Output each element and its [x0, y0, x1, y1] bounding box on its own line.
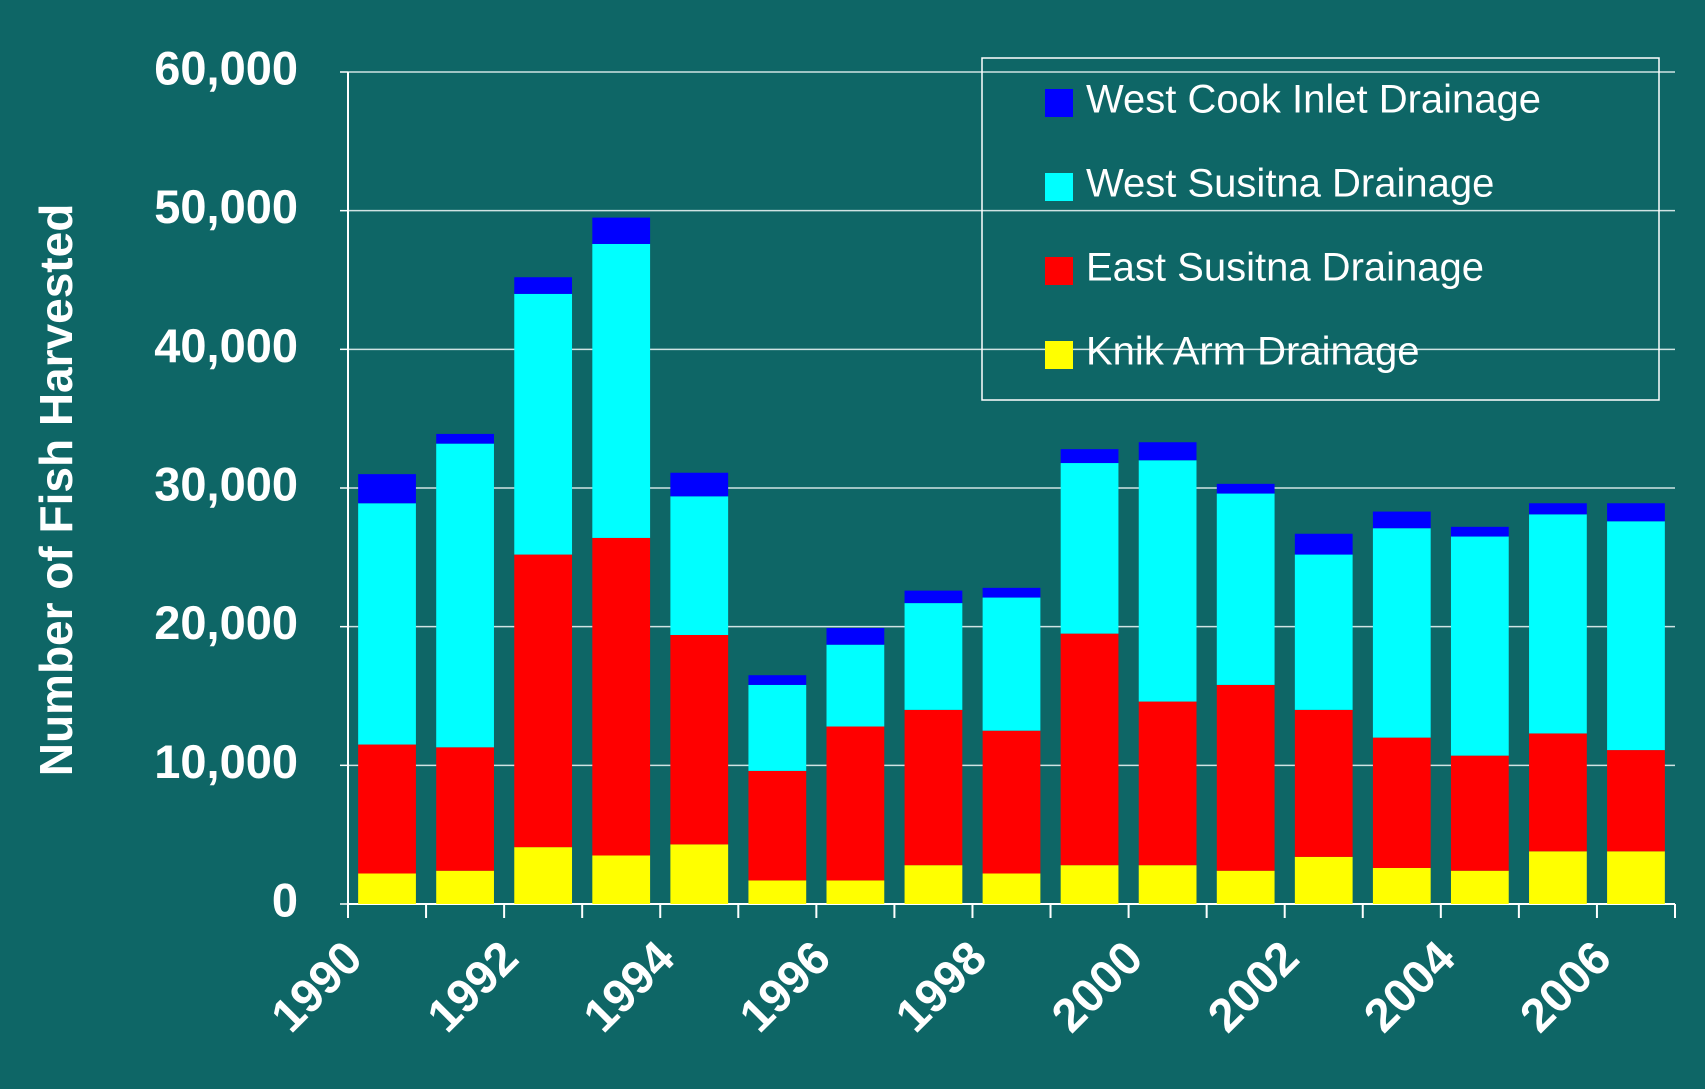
bar-segment [1294, 856, 1353, 904]
bar-segment [670, 496, 729, 635]
bar-segment [904, 603, 963, 710]
y-tick-label: 40,000 [154, 319, 298, 372]
bar-segment [1529, 851, 1587, 904]
bar-segment [592, 243, 651, 538]
bar-segment [592, 537, 651, 856]
bar-segment [1372, 867, 1431, 904]
bar-segment [592, 217, 651, 244]
y-tick-label: 60,000 [154, 41, 298, 94]
bar-segment [904, 590, 963, 604]
bar-segment [1216, 493, 1275, 685]
bar-segment [358, 474, 416, 504]
legend-box [981, 57, 1660, 401]
bar-segment [1529, 514, 1587, 734]
bar-segment [670, 472, 729, 497]
y-tick-label: 30,000 [154, 457, 298, 510]
bar-segment [982, 873, 1041, 904]
bar-segment [1607, 750, 1665, 852]
bar-segment [1138, 865, 1197, 904]
bar-segment [1450, 526, 1509, 537]
bar-segment [1607, 521, 1665, 751]
bar-segment [436, 443, 494, 748]
bar-segment [1372, 511, 1431, 529]
bar-segment [670, 844, 729, 904]
y-axis-label: Number of Fish Harvested [30, 204, 82, 777]
bar-segment [1607, 851, 1665, 904]
legend-label: Knik Arm Drainage [1086, 330, 1419, 374]
bar-segment [1607, 503, 1665, 522]
legend-swatch [1045, 341, 1073, 369]
bar-segment [1138, 460, 1197, 702]
y-tick-label: 50,000 [154, 180, 298, 233]
legend-swatch [1045, 89, 1073, 117]
bar-segment [1060, 865, 1119, 904]
bar-segment [1216, 684, 1275, 871]
legend-label: East Susitna Drainage [1086, 246, 1484, 290]
bar-segment [436, 433, 494, 444]
bar-segment [982, 587, 1041, 598]
legend-label: West Susitna Drainage [1086, 162, 1494, 206]
bar-segment [358, 744, 416, 874]
bar-segment [1216, 870, 1275, 904]
bar-segment [436, 747, 494, 871]
bar-segment [1294, 709, 1353, 857]
bar-segment [904, 865, 963, 904]
bar-segment [1216, 483, 1275, 494]
bar-segment [1060, 633, 1119, 866]
bar-segment [592, 855, 651, 904]
bar-segment [748, 675, 807, 685]
y-tick-label: 0 [272, 873, 298, 926]
bar-segment [514, 554, 573, 848]
bar-segment [1372, 737, 1431, 868]
bar-segment [514, 293, 573, 555]
bar-segment [514, 847, 573, 904]
bar-segment [826, 880, 885, 904]
bar-segment [358, 503, 416, 745]
bar-segment [826, 644, 885, 727]
legend-swatch [1045, 257, 1073, 285]
legend-label: West Cook Inlet Drainage [1086, 78, 1541, 122]
bar-segment [904, 709, 963, 866]
bar-segment [748, 684, 807, 771]
bar-segment [358, 873, 416, 904]
bar-segment [1294, 533, 1353, 555]
bar-segment [514, 277, 573, 294]
bar-segment [1294, 554, 1353, 710]
bar-segment [1450, 536, 1509, 756]
bar-segment [670, 634, 729, 845]
bar-segment [826, 726, 885, 881]
y-tick-label: 20,000 [154, 596, 298, 649]
bar-segment [1529, 733, 1587, 852]
bar-segment [982, 597, 1041, 731]
bar-segment [1060, 463, 1119, 634]
bar-segment [1372, 528, 1431, 738]
bar-segment [436, 870, 494, 904]
bar-segment [1138, 442, 1197, 461]
bar-segment [1450, 870, 1509, 904]
bar-segment [1060, 449, 1119, 464]
bar-segment [748, 880, 807, 904]
bar-segment [826, 628, 885, 645]
bar-segment [1138, 701, 1197, 866]
bar-segment [1450, 755, 1509, 871]
bar-segment [982, 730, 1041, 874]
y-tick-label: 10,000 [154, 735, 298, 788]
legend-swatch [1045, 173, 1073, 201]
bar-segment [748, 770, 807, 881]
bar-segment [1529, 503, 1587, 515]
